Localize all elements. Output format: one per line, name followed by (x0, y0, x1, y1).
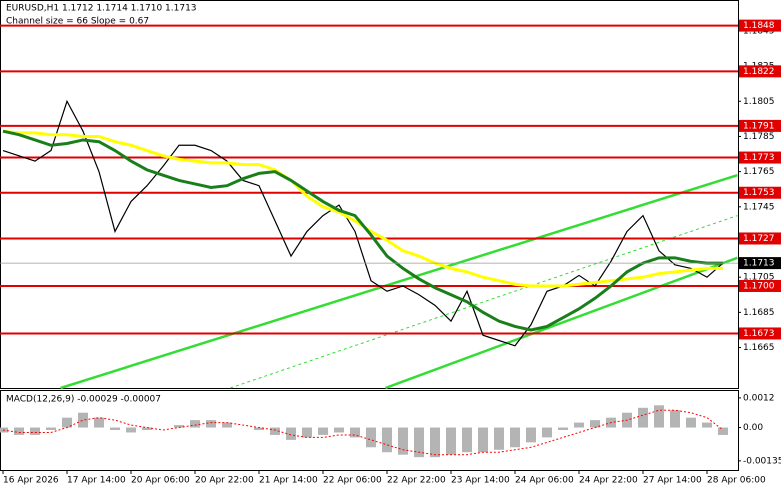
macd-bar (494, 427, 504, 450)
y-tick-label: 1.1785 (743, 132, 775, 142)
price-panel (0, 0, 739, 389)
macd-bar (14, 427, 24, 435)
level-label: 1.1673 (743, 329, 775, 339)
macd-bar (286, 427, 296, 440)
macd-bar (526, 427, 536, 443)
macd-bar (382, 427, 392, 453)
level-label: 1.1848 (743, 21, 775, 31)
macd-bar (110, 427, 120, 431)
macd-bar (126, 427, 136, 433)
macd-bar (558, 427, 568, 431)
macd-bar (670, 410, 680, 428)
level-label: 1.1753 (743, 188, 775, 198)
x-tick-label: 24 Apr 22:00 (579, 476, 638, 486)
macd-bar (462, 427, 472, 453)
macd-bar (446, 427, 456, 455)
level-label: 1.1700 (743, 281, 775, 291)
channel-line (384, 256, 738, 390)
macd-bar (46, 427, 56, 431)
chart-subtitle: Channel size = 66 Slope = 0.67 (6, 17, 149, 27)
x-tick-label: 27 Apr 14:00 (643, 476, 702, 486)
macd-bar (334, 427, 344, 433)
level-box (739, 19, 781, 32)
macd-bar (638, 407, 648, 428)
macd-bar (206, 420, 216, 428)
level-box (739, 119, 781, 132)
level-label: 1.1773 (743, 153, 775, 163)
macd-bar (542, 427, 552, 438)
macd-bar (398, 427, 408, 455)
macd-bar (366, 427, 376, 448)
x-tick-label: 20 Apr 06:00 (131, 476, 190, 486)
macd-bar (718, 427, 728, 435)
macd-bar (62, 417, 72, 428)
macd-bar (94, 417, 104, 428)
channel-line (230, 215, 738, 389)
x-tick-label: 16 Apr 2026 (3, 476, 59, 486)
x-tick-label: 22 Apr 22:00 (387, 476, 446, 486)
y-tick-label: 1.1685 (743, 308, 775, 318)
x-tick-label: 17 Apr 14:00 (67, 476, 126, 486)
macd-bar (318, 427, 328, 435)
macd-bar (254, 427, 264, 431)
current-price-label: 1.1713 (743, 259, 775, 269)
y-tick-label: 1.1765 (743, 167, 775, 177)
macd-bar (222, 422, 232, 428)
macd-bar (654, 405, 664, 428)
macd-bar (302, 427, 312, 438)
y-tick-label: -0.00135 (743, 456, 781, 466)
macd-bar (574, 422, 584, 428)
macd-bar (78, 412, 88, 428)
macd-bar (702, 422, 712, 428)
macd-bar (686, 417, 696, 428)
x-tick-label: 21 Apr 14:00 (259, 476, 318, 486)
macd-bar (174, 425, 184, 428)
signal-line (2, 409, 724, 456)
macd-bar (510, 427, 520, 448)
y-tick-label: 1.1665 (743, 343, 775, 353)
level-box (739, 279, 781, 292)
price-line (2, 99, 724, 347)
x-tick-label: 20 Apr 22:00 (195, 476, 254, 486)
level-label: 1.1791 (743, 121, 775, 131)
x-tick-label: 23 Apr 14:00 (451, 476, 510, 486)
macd-bar (270, 427, 280, 435)
level-label: 1.1822 (743, 67, 775, 77)
moving-average (2, 129, 723, 332)
macd-bar (30, 427, 40, 435)
macd-bar (590, 420, 600, 428)
x-tick-label: 22 Apr 06:00 (323, 476, 382, 486)
macd-bar (478, 427, 488, 453)
level-label: 1.1727 (743, 234, 775, 244)
chart-title: EURUSD,H1 1.1712 1.1714 1.1710 1.1713 (6, 4, 197, 14)
level-box (739, 151, 781, 164)
y-tick-label: 1.1705 (743, 273, 775, 283)
macd-bar (414, 427, 424, 458)
macd-bar (142, 427, 152, 431)
current-price-box (739, 257, 781, 270)
macd-bar (350, 427, 360, 438)
macd-bar (430, 427, 440, 458)
x-tick-label: 24 Apr 06:00 (515, 476, 574, 486)
y-tick-label: 1.1805 (743, 97, 775, 107)
level-box (739, 65, 781, 78)
y-tick-label: 1.1745 (743, 202, 775, 212)
channel-line (60, 173, 738, 390)
y-tick-label: 0.00 (743, 423, 763, 433)
level-box (739, 327, 781, 340)
macd-bar (190, 420, 200, 428)
level-box (739, 232, 781, 245)
macd-title: MACD(12,26,9) -0.00029 -0.00007 (6, 395, 161, 405)
x-tick-label: 28 Apr 06:00 (707, 476, 766, 486)
level-box (739, 186, 781, 199)
y-tick-label: 0.0012 (743, 393, 775, 403)
